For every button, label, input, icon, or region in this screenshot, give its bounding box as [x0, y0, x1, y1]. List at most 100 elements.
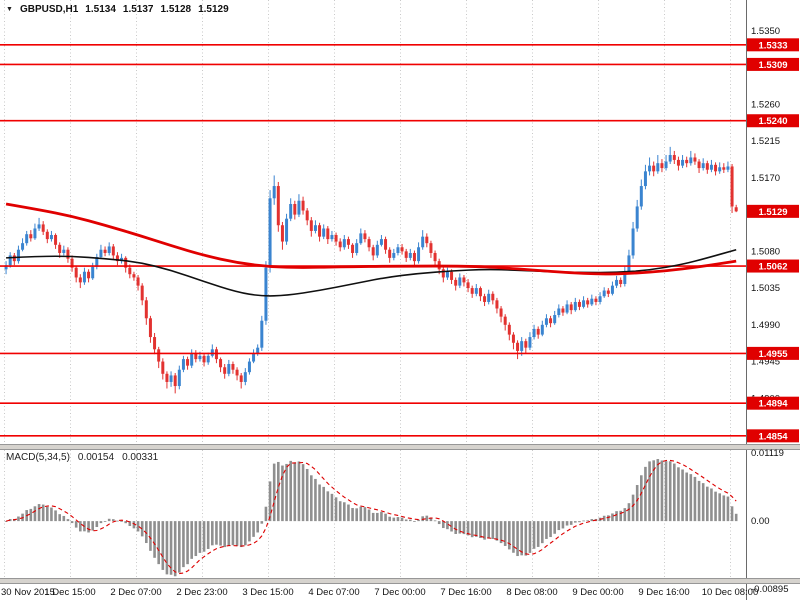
candle-body	[206, 355, 210, 363]
macd-histogram-bar	[120, 520, 123, 522]
macd-histogram-bar	[380, 511, 383, 522]
candle-body	[285, 218, 289, 242]
symbol-dropdown-icon[interactable]: ▼	[6, 6, 13, 13]
macd-histogram-bar	[693, 476, 697, 522]
candle-body	[235, 369, 239, 376]
macd-histogram-bar	[470, 521, 474, 538]
candle-body	[685, 159, 689, 164]
price-level-tag	[747, 204, 799, 218]
candle-body	[615, 279, 619, 286]
candle-body	[577, 301, 581, 307]
price-level-tag	[747, 57, 799, 71]
macd-axis-min-label: -0.00895	[751, 584, 789, 595]
candle-body	[198, 355, 202, 360]
macd-histogram-bar	[714, 491, 717, 522]
candle-body	[74, 267, 78, 278]
macd-histogram-bar	[549, 521, 552, 538]
candle-body	[49, 235, 53, 240]
candle-body	[363, 233, 367, 240]
macd-histogram-bar	[347, 504, 350, 522]
candle-body	[4, 265, 8, 270]
price-level-tag	[747, 429, 799, 443]
macd-histogram-bar	[178, 521, 181, 573]
candle-body	[272, 186, 276, 199]
panel-separator[interactable]	[0, 444, 800, 450]
candle-body	[417, 247, 421, 262]
macd-histogram-bar	[376, 512, 379, 522]
candle-body	[78, 277, 82, 283]
price-level-tag-text: 1.5309	[758, 60, 787, 71]
macd-histogram-bar	[499, 521, 503, 544]
candle-body	[62, 249, 66, 253]
candle-body	[709, 164, 713, 170]
candle-body	[297, 200, 301, 215]
price-level-tag	[747, 114, 799, 128]
candle-body	[726, 166, 730, 170]
macd-histogram-bar	[561, 521, 565, 529]
macd-histogram-bar	[475, 521, 478, 537]
candle-body	[66, 249, 70, 259]
macd-histogram-bar	[586, 520, 589, 522]
candle-body	[186, 359, 190, 366]
macd-histogram-bar	[409, 519, 412, 522]
candle-body	[528, 337, 532, 348]
macd-histogram-bar	[33, 506, 37, 522]
candle-body	[701, 163, 705, 169]
macd-histogram-bar	[673, 463, 676, 522]
macd-histogram-bar	[664, 461, 668, 522]
candle-body	[635, 206, 639, 229]
macd-histogram-bar	[640, 475, 643, 522]
macd-histogram-bar	[446, 521, 449, 530]
ohlc-low-value: 1.5128	[160, 4, 192, 15]
macd-histogram-bar	[512, 521, 515, 553]
candle-body	[590, 298, 594, 305]
macd-histogram-bar	[458, 521, 462, 534]
candle-body	[120, 257, 124, 262]
macd-histogram-bar	[293, 462, 297, 522]
macd-histogram-bar	[190, 521, 193, 559]
macd-histogram-bar	[186, 521, 189, 565]
candle-body	[45, 231, 49, 240]
candle-body	[478, 288, 482, 297]
macd-histogram-bar	[252, 521, 255, 537]
macd-histogram-bar	[627, 503, 631, 522]
candle-body	[231, 364, 235, 370]
candle-body	[458, 277, 462, 286]
macd-histogram-bar	[396, 517, 400, 522]
macd-histogram-bar	[479, 521, 482, 538]
price-level-tag-text: 1.5129	[758, 207, 787, 218]
macd-histogram-bar	[450, 521, 453, 532]
macd-histogram-bar	[421, 516, 424, 522]
candle-body	[565, 304, 569, 313]
ohlc-close-value: 1.5129	[198, 4, 229, 15]
macd-histogram-bar	[734, 513, 738, 522]
candle-body	[239, 375, 243, 382]
macd-histogram-bar	[264, 506, 268, 522]
candle-body	[445, 271, 449, 278]
candle-body	[586, 300, 590, 305]
macd-histogram-bar	[145, 521, 148, 544]
candle-body	[54, 235, 58, 245]
candle-body	[140, 285, 144, 301]
macd-histogram-bar	[602, 515, 606, 522]
time-axis-label: 4 Dec 07:00	[308, 587, 359, 598]
macd-histogram-bar	[103, 521, 107, 522]
candle-body	[573, 301, 577, 311]
macd-histogram-bar	[70, 521, 74, 524]
macd-histogram-bar	[46, 506, 49, 522]
candle-body	[58, 244, 62, 253]
candle-body	[602, 290, 606, 297]
candle-body	[536, 328, 540, 335]
time-axis-label: 30 Nov 2015	[1, 587, 55, 598]
panel-separator[interactable]	[0, 578, 800, 584]
macd-histogram-bar	[677, 467, 680, 522]
candle-body	[202, 355, 206, 363]
macd-histogram-bar	[718, 493, 721, 522]
time-axis-label: 9 Dec 00:00	[572, 587, 623, 598]
macd-histogram-bar	[710, 488, 713, 522]
candle-body	[153, 337, 157, 350]
candle-body	[95, 257, 99, 267]
candle-body	[252, 353, 256, 362]
